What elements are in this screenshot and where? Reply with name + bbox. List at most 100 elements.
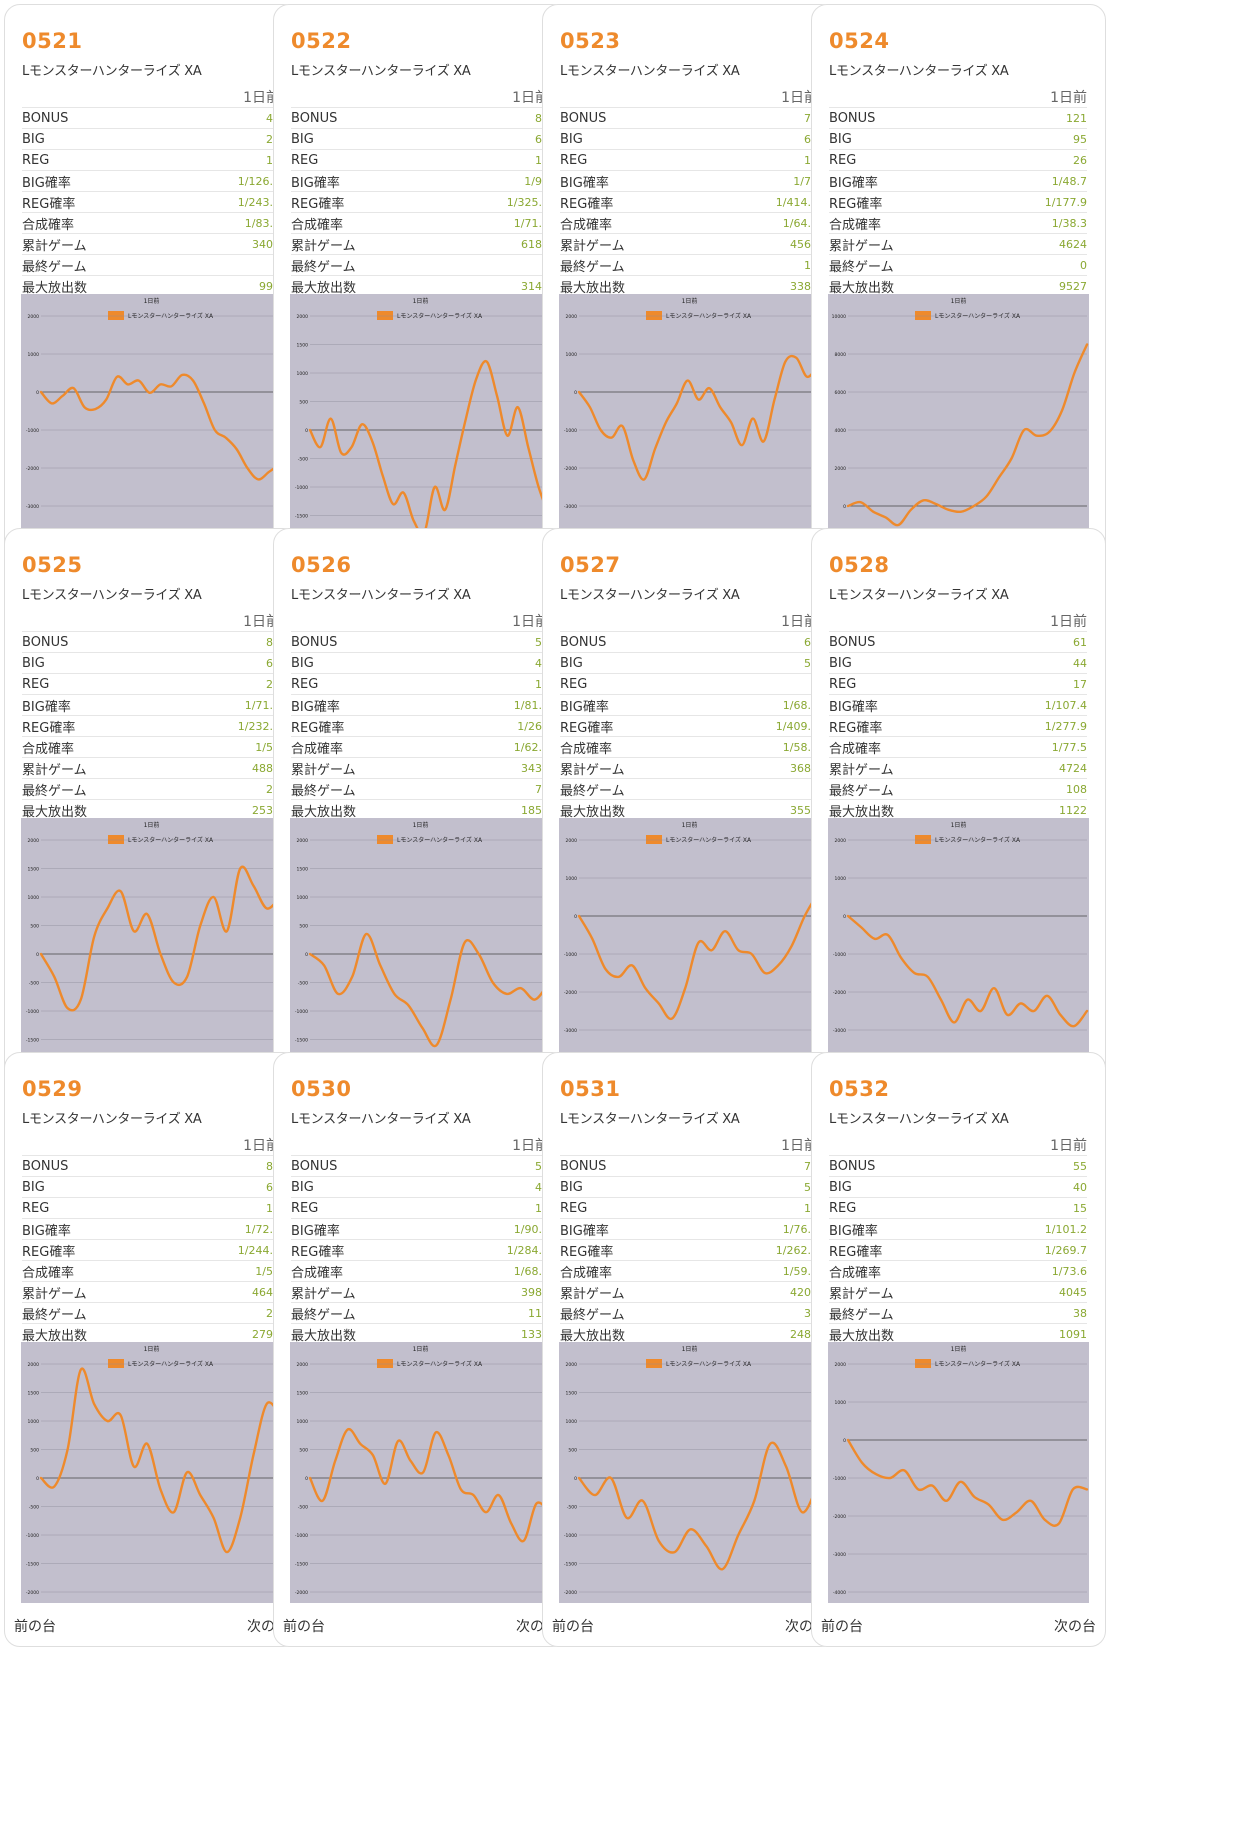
machine-number[interactable]: 0530 <box>291 1077 352 1101</box>
stat-value: 9527 <box>1059 279 1087 293</box>
chart-title: 1日前 <box>413 1345 429 1353</box>
stat-value: 1/284.7 <box>506 1243 549 1257</box>
series-line <box>308 1427 551 1543</box>
machine-number[interactable]: 0531 <box>560 1077 621 1101</box>
y-tick-label: 500 <box>568 1448 577 1454</box>
stat-row: BIG確率 1/48.7 <box>829 170 1087 191</box>
stat-row: BONUS58 <box>291 1155 549 1176</box>
machine-number[interactable]: 0524 <box>829 29 890 53</box>
prev-machine-link[interactable]: 前の台 <box>14 1619 56 1635</box>
y-tick-label: 1000 <box>835 876 847 882</box>
stat-row: REG確率 1/177.9 <box>829 191 1087 212</box>
stat-label: BIG確率 <box>560 699 609 715</box>
payout-chart: 1日前 Lモンスターハンターライズ XA 2000 1000 0 -1000 -2000 -3… <box>559 818 820 1079</box>
stat-row: REG14 <box>291 1197 549 1218</box>
stat-row: BIG68 <box>22 652 280 673</box>
stat-row: 合成確率 1/73.6 <box>829 1260 1087 1281</box>
next-machine-link[interactable]: 次の台 <box>1054 1619 1096 1635</box>
machine-number[interactable]: 0522 <box>291 29 352 53</box>
stat-label: REG確率 <box>22 1244 76 1260</box>
stat-label: BONUS <box>829 1158 876 1174</box>
y-tick-label: -500 <box>298 1505 308 1511</box>
machine-number[interactable]: 0532 <box>829 1077 890 1101</box>
series-line <box>846 1438 1089 1527</box>
machine-number[interactable]: 0529 <box>22 1077 83 1101</box>
stat-row: 累計ゲーム 4204 <box>560 1281 818 1302</box>
chart-title: 1日前 <box>951 297 967 305</box>
machine-number[interactable]: 0527 <box>560 553 621 577</box>
y-tick-label: 0 <box>574 1476 577 1482</box>
machine-number[interactable]: 0528 <box>829 553 890 577</box>
stat-value: 1/262.8 <box>775 1243 818 1257</box>
stat-row: BONUS87 <box>291 107 549 128</box>
stat-row: 最終ゲーム34 <box>560 1302 818 1323</box>
payout-chart: 1日前 Lモンスターハンターライズ XA 10000 8000 6000 4000 2000… <box>828 294 1089 555</box>
y-tick-label: 4000 <box>835 428 847 434</box>
y-tick-label: -500 <box>567 1505 577 1511</box>
stat-row: 最終ゲーム76 <box>291 778 549 799</box>
machine-number[interactable]: 0525 <box>22 553 83 577</box>
y-tick-label: 0 <box>843 504 846 510</box>
y-tick-label: 1000 <box>566 1419 578 1425</box>
payout-chart-svg: 1日前 Lモンスターハンターライズ XA 2000 1000 0 -1000 -2000 -3… <box>21 294 282 555</box>
y-tick-label: -2000 <box>564 990 577 996</box>
stat-label: 合成確率 <box>291 1265 344 1281</box>
stat-label: REG確率 <box>291 196 345 212</box>
stat-label: 累計ゲーム <box>829 238 894 254</box>
stat-label: BONUS <box>560 634 607 650</box>
stat-value: 1/62.4 <box>513 740 549 754</box>
payout-chart-svg: 1日前 Lモンスターハンターライズ XA 2000 1000 0 -1000 -2000 -3… <box>559 818 820 1079</box>
prev-machine-link[interactable]: 前の台 <box>821 1619 863 1635</box>
stat-row: BONUS41 <box>22 107 280 128</box>
machine-number[interactable]: 0521 <box>22 29 83 53</box>
y-tick-label: 1000 <box>566 352 578 358</box>
stat-label: REG確率 <box>291 1244 345 1260</box>
stat-label: 合成確率 <box>560 1265 613 1281</box>
chart-title: 1日前 <box>144 1345 160 1353</box>
stat-row: BIG42 <box>291 652 549 673</box>
stat-label: REG <box>560 152 588 168</box>
machine-number[interactable]: 0526 <box>291 553 352 577</box>
y-tick-label: 500 <box>30 1448 39 1454</box>
stat-row: BIG55 <box>560 1176 818 1197</box>
payout-chart: 1日前 Lモンスターハンターライズ XA 2000 1500 1000 500 0 -500 -… <box>290 294 551 555</box>
payout-chart-svg: 1日前 Lモンスターハンターライズ XA 2000 1500 1000 500 0 -500 -… <box>21 1342 282 1603</box>
stat-value: 40 <box>1073 1180 1087 1194</box>
payout-chart: 1日前 Lモンスターハンターライズ XA 2000 1000 0 -1000 -2000 -3… <box>828 1342 1089 1603</box>
y-tick-label: -1000 <box>295 485 308 491</box>
chart-legend: Lモンスターハンターライズ XA <box>646 311 752 320</box>
period-header: 1日前 <box>512 90 549 106</box>
machine-number[interactable]: 0523 <box>560 29 621 53</box>
prev-machine-link[interactable]: 前の台 <box>552 1619 594 1635</box>
stats-table: BONUS 121 BIG 95 REG 26 BIG確率 1/48.7 REG確率 1/177.… <box>829 107 1087 296</box>
stat-value: 1/177.9 <box>1044 195 1087 209</box>
stat-label: BIG確率 <box>560 1223 609 1239</box>
series-line <box>39 373 282 481</box>
stat-row: 最大放出数 2481 <box>560 1323 818 1344</box>
y-tick-label: -1000 <box>564 1533 577 1539</box>
stat-row: REG確率 1/232.8 <box>22 715 280 736</box>
stat-label: 最大放出数 <box>291 1328 357 1344</box>
stat-row: REG 17 <box>829 673 1087 694</box>
y-tick-label: 0 <box>36 1476 39 1482</box>
stat-row: BIG68 <box>291 128 549 149</box>
series-line <box>846 343 1089 527</box>
series-line <box>39 1367 282 1554</box>
stat-value: 1/48.7 <box>1051 174 1087 188</box>
payout-chart-svg: 1日前 Lモンスターハンターライズ XA 2000 1000 0 -1000 -2000 -3… <box>828 818 1089 1079</box>
stat-label: 最終ゲーム <box>291 783 356 799</box>
stat-value: 1/325.6 <box>506 195 549 209</box>
stat-label: BONUS <box>291 634 338 650</box>
stat-label: 累計ゲーム <box>560 238 625 254</box>
stat-row: REG確率 1/414.6 <box>560 191 818 212</box>
y-tick-label: 2000 <box>28 838 40 844</box>
y-tick-label: -3000 <box>26 504 39 510</box>
stat-row: 最終ゲーム2 <box>22 254 280 275</box>
chart-legend: Lモンスターハンターライズ XA <box>915 311 1021 320</box>
chart-title: 1日前 <box>413 297 429 305</box>
machine-model-name: Lモンスターハンターライズ XA <box>291 588 471 603</box>
stat-row: BIG確率 1/126.1 <box>22 170 280 191</box>
prev-machine-link[interactable]: 前の台 <box>283 1619 325 1635</box>
